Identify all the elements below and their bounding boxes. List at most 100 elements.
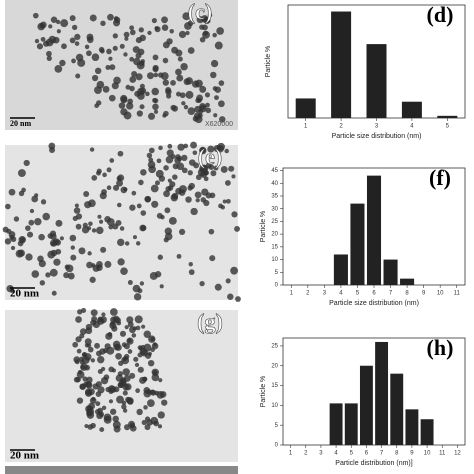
particle: [97, 407, 104, 414]
particle: [74, 359, 80, 365]
particle: [18, 190, 25, 197]
particle: [132, 284, 141, 293]
particle: [197, 97, 202, 103]
particle: [53, 258, 61, 266]
particle: [148, 147, 155, 154]
particle: [167, 143, 173, 149]
particle: [220, 165, 228, 173]
particle: [178, 30, 187, 39]
particle: [97, 214, 102, 219]
particle: [119, 226, 125, 231]
particle: [88, 221, 93, 227]
bar: [375, 341, 389, 445]
particle: [185, 196, 192, 203]
x-tick-label: 1: [304, 124, 308, 130]
y-tick-label: 15: [271, 244, 278, 250]
particle: [60, 19, 69, 28]
particle: [87, 343, 92, 348]
y-tick-label: 10: [271, 257, 278, 263]
particle: [234, 225, 240, 232]
particle: [80, 363, 88, 371]
particle: [96, 226, 104, 235]
particle: [147, 359, 155, 367]
particle: [163, 190, 170, 198]
x-tick-label: 8: [405, 291, 409, 297]
y-tick-label: 10: [271, 403, 278, 409]
particle: [89, 147, 95, 152]
particle: [218, 80, 225, 86]
particle: [54, 65, 63, 73]
particle: [77, 58, 86, 67]
particle: [194, 105, 202, 113]
particle: [176, 74, 184, 82]
particle: [137, 366, 144, 373]
bar: [350, 203, 365, 285]
particle: [183, 104, 189, 110]
particle: [216, 27, 224, 35]
particle: [151, 200, 159, 208]
particle: [163, 165, 169, 171]
particle: [166, 93, 172, 99]
x-tick-label: 9: [422, 291, 426, 297]
particle: [110, 308, 118, 316]
y-axis-label: Particle %: [260, 376, 267, 408]
particle: [153, 109, 159, 114]
particle: [152, 97, 158, 103]
bar: [390, 373, 404, 445]
particle: [51, 290, 57, 296]
particle: [56, 19, 61, 25]
particle: [192, 150, 198, 156]
particle: [83, 190, 90, 197]
particle: [200, 197, 206, 203]
particle: [190, 141, 198, 149]
particle: [136, 408, 143, 416]
particle: [109, 64, 116, 71]
particle: [162, 57, 169, 64]
particle: [2, 226, 9, 233]
particle: [176, 162, 185, 171]
particle: [117, 150, 124, 157]
particle: [75, 223, 82, 230]
y-tick-label: 25: [271, 344, 278, 350]
particle: [140, 225, 147, 231]
particle: [157, 254, 163, 260]
bar: [366, 175, 382, 285]
particle: [112, 420, 121, 429]
particle: [71, 24, 78, 31]
particle: [137, 352, 143, 358]
particle: [32, 12, 39, 19]
particle: [231, 211, 238, 218]
particle: [205, 107, 212, 114]
y-tick-label: 5: [275, 423, 279, 429]
particle: [151, 373, 160, 382]
particle: [162, 41, 170, 49]
particle: [119, 330, 127, 337]
particle: [69, 234, 77, 242]
y-tick-label: 20: [271, 232, 278, 238]
particle: [159, 391, 167, 398]
panel-label: (d): [427, 2, 454, 27]
particle: [27, 231, 34, 238]
particle: [178, 228, 186, 235]
particle: [140, 169, 147, 176]
particle: [177, 56, 183, 62]
particle: [74, 33, 81, 41]
particle: [133, 57, 141, 66]
particle: [212, 32, 217, 38]
particle: [224, 148, 229, 154]
x-tick-label: 7: [389, 291, 393, 297]
particle: [131, 190, 137, 196]
particle: [88, 402, 96, 410]
particle: [124, 325, 129, 330]
particle: [63, 272, 70, 279]
particle: [117, 238, 125, 247]
particle: [209, 255, 216, 262]
particle: [151, 342, 159, 350]
particle: [199, 24, 205, 30]
particle: [114, 16, 121, 24]
particle: [90, 309, 98, 317]
particle: [143, 330, 151, 338]
particle: [119, 378, 127, 387]
particle: [235, 296, 241, 302]
particle: [99, 219, 104, 224]
